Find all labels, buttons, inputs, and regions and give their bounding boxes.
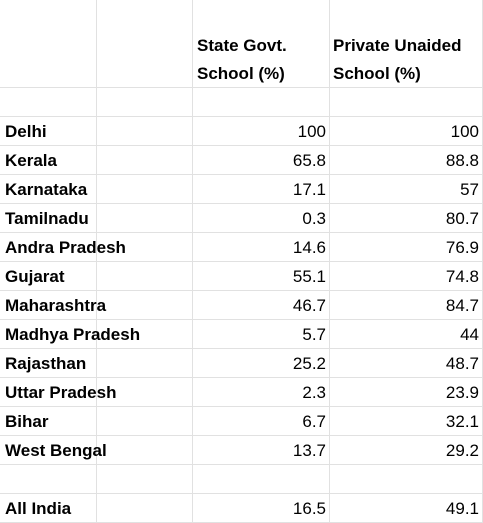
row-gridline xyxy=(0,435,483,436)
row-gridline xyxy=(0,174,483,175)
row-gridline xyxy=(0,319,483,320)
row-gridline xyxy=(0,87,483,88)
row-gridline xyxy=(0,116,483,117)
govt-value-cell[interactable]: 2.3 xyxy=(302,383,326,402)
row-gridline xyxy=(0,464,483,465)
row-gridline xyxy=(0,493,483,494)
row-gridline xyxy=(0,145,483,146)
govt-value-cell[interactable]: 46.7 xyxy=(292,296,326,315)
state-cell[interactable]: Maharashtra xyxy=(5,296,107,315)
govt-value-cell[interactable]: 6.7 xyxy=(302,412,326,431)
private-value-cell[interactable]: 32.1 xyxy=(445,412,479,431)
private-value-cell[interactable]: 88.8 xyxy=(445,151,479,170)
total-private-cell[interactable]: 49.1 xyxy=(445,499,479,518)
total-label-cell[interactable]: All India xyxy=(5,499,72,518)
header-cell-govt[interactable]: State Govt. School (%) xyxy=(197,32,287,88)
header-private-line2: School (%) xyxy=(333,64,421,83)
private-value-cell[interactable]: 29.2 xyxy=(445,441,479,460)
private-value-cell[interactable]: 48.7 xyxy=(445,354,479,373)
private-value-cell[interactable]: 80.7 xyxy=(445,209,479,228)
state-cell[interactable]: Delhi xyxy=(5,122,47,141)
row-gridline xyxy=(0,348,483,349)
row-gridline xyxy=(0,406,483,407)
row-gridline xyxy=(0,203,483,204)
private-value-cell[interactable]: 84.7 xyxy=(445,296,479,315)
govt-value-cell[interactable]: 0.3 xyxy=(302,209,326,228)
row-gridline xyxy=(0,377,483,378)
state-cell[interactable]: Gujarat xyxy=(5,267,65,286)
state-cell[interactable]: Tamilnadu xyxy=(5,209,89,228)
row-gridline xyxy=(0,261,483,262)
private-value-cell[interactable]: 57 xyxy=(460,180,479,199)
govt-value-cell[interactable]: 100 xyxy=(297,122,326,141)
state-cell[interactable]: Uttar Pradesh xyxy=(5,383,117,402)
header-private-line1: Private Unaided xyxy=(333,36,462,55)
govt-value-cell[interactable]: 55.1 xyxy=(292,267,326,286)
state-cell[interactable]: Andra Pradesh xyxy=(5,238,126,257)
private-value-cell[interactable]: 100 xyxy=(450,122,479,141)
header-govt-line2: School (%) xyxy=(197,64,285,83)
govt-value-cell[interactable]: 13.7 xyxy=(292,441,326,460)
header-cell-private[interactable]: Private Unaided School (%) xyxy=(333,32,462,88)
state-cell[interactable]: Madhya Pradesh xyxy=(5,325,141,344)
private-value-cell[interactable]: 44 xyxy=(460,325,479,344)
private-value-cell[interactable]: 76.9 xyxy=(445,238,479,257)
govt-value-cell[interactable]: 17.1 xyxy=(292,180,326,199)
govt-value-cell[interactable]: 5.7 xyxy=(302,325,326,344)
private-value-cell[interactable]: 74.8 xyxy=(445,267,479,286)
state-cell[interactable]: Kerala xyxy=(5,151,57,170)
row-gridline xyxy=(0,290,483,291)
header-govt-line1: State Govt. xyxy=(197,36,287,55)
state-cell[interactable]: West Bengal xyxy=(5,441,107,460)
row-gridline xyxy=(0,232,483,233)
private-value-cell[interactable]: 23.9 xyxy=(445,383,479,402)
state-cell[interactable]: Rajasthan xyxy=(5,354,87,373)
govt-value-cell[interactable]: 14.6 xyxy=(292,238,326,257)
govt-value-cell[interactable]: 25.2 xyxy=(292,354,326,373)
govt-value-cell[interactable]: 65.8 xyxy=(292,151,326,170)
state-cell[interactable]: Bihar xyxy=(5,412,49,431)
state-cell[interactable]: Karnataka xyxy=(5,180,88,199)
total-govt-cell[interactable]: 16.5 xyxy=(292,499,326,518)
